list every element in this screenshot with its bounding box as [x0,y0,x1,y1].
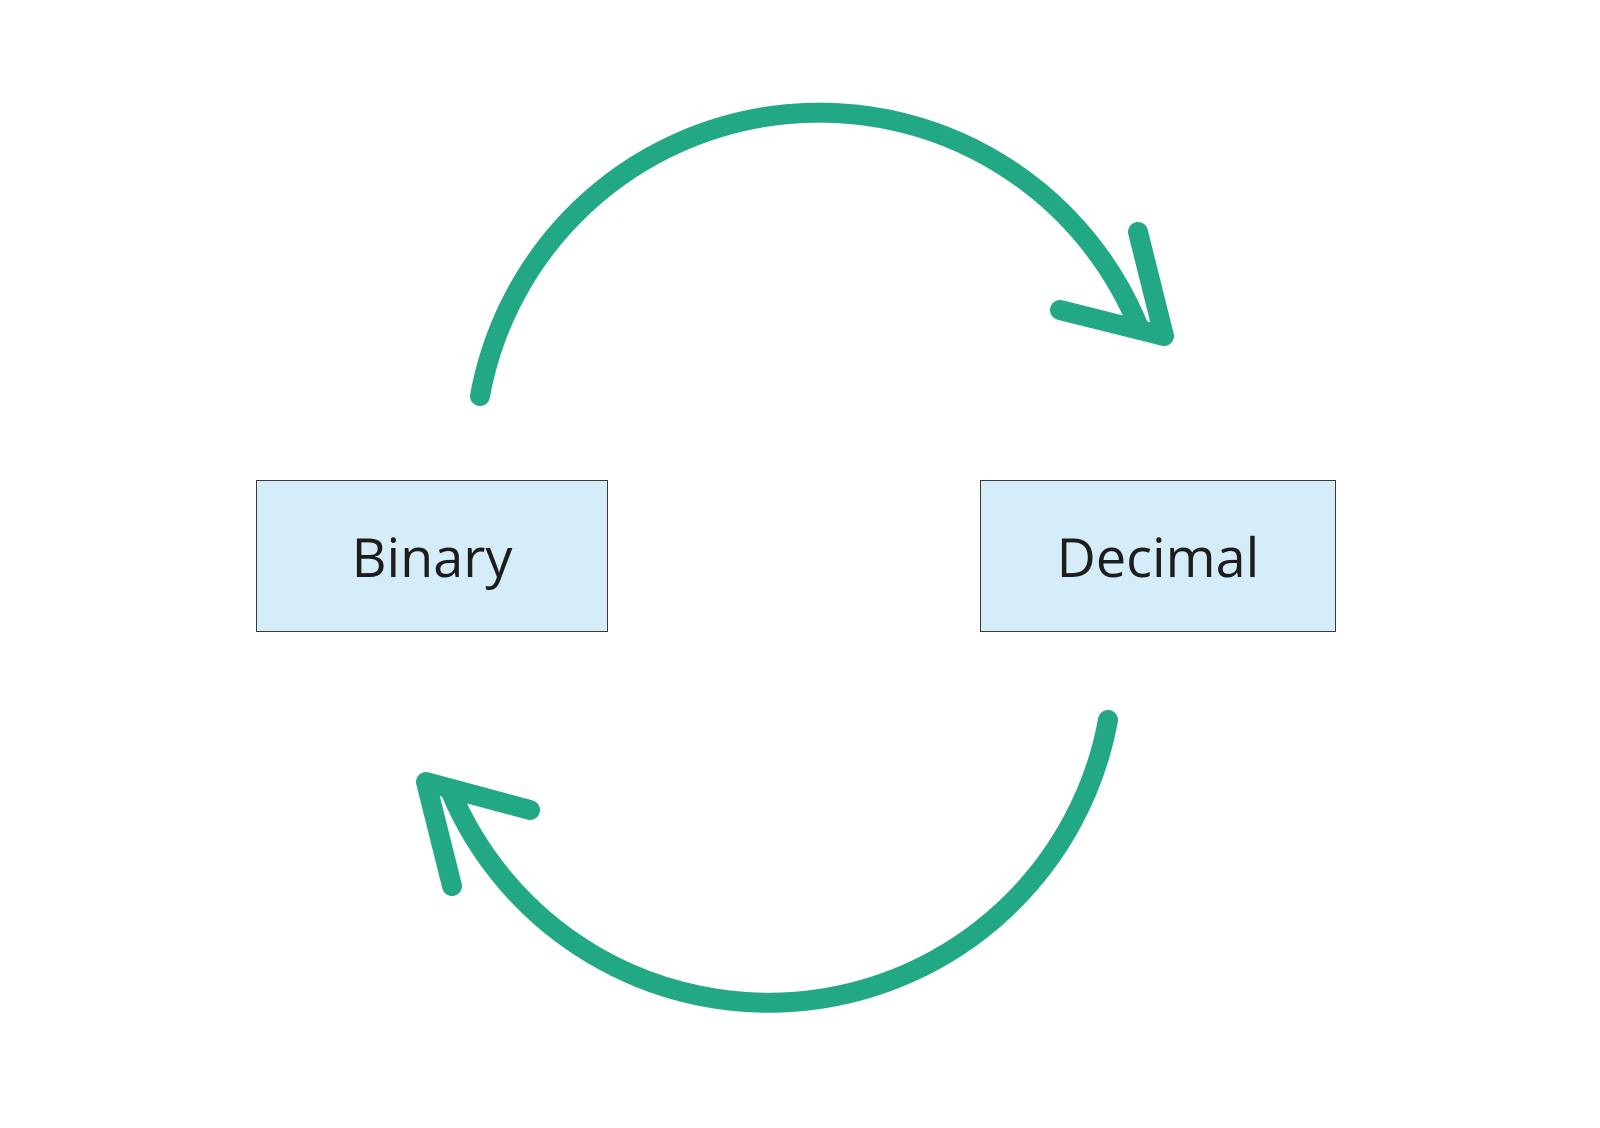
node-decimal-label: Decimal [1057,519,1260,593]
node-decimal: Decimal [980,480,1336,632]
node-binary-label: Binary [352,519,513,593]
node-binary: Binary [256,480,608,632]
arrow-top [480,113,1164,396]
diagram-canvas: Binary Decimal [0,0,1600,1128]
arrow-bottom [426,720,1108,1003]
cycle-arrows [0,0,1600,1128]
